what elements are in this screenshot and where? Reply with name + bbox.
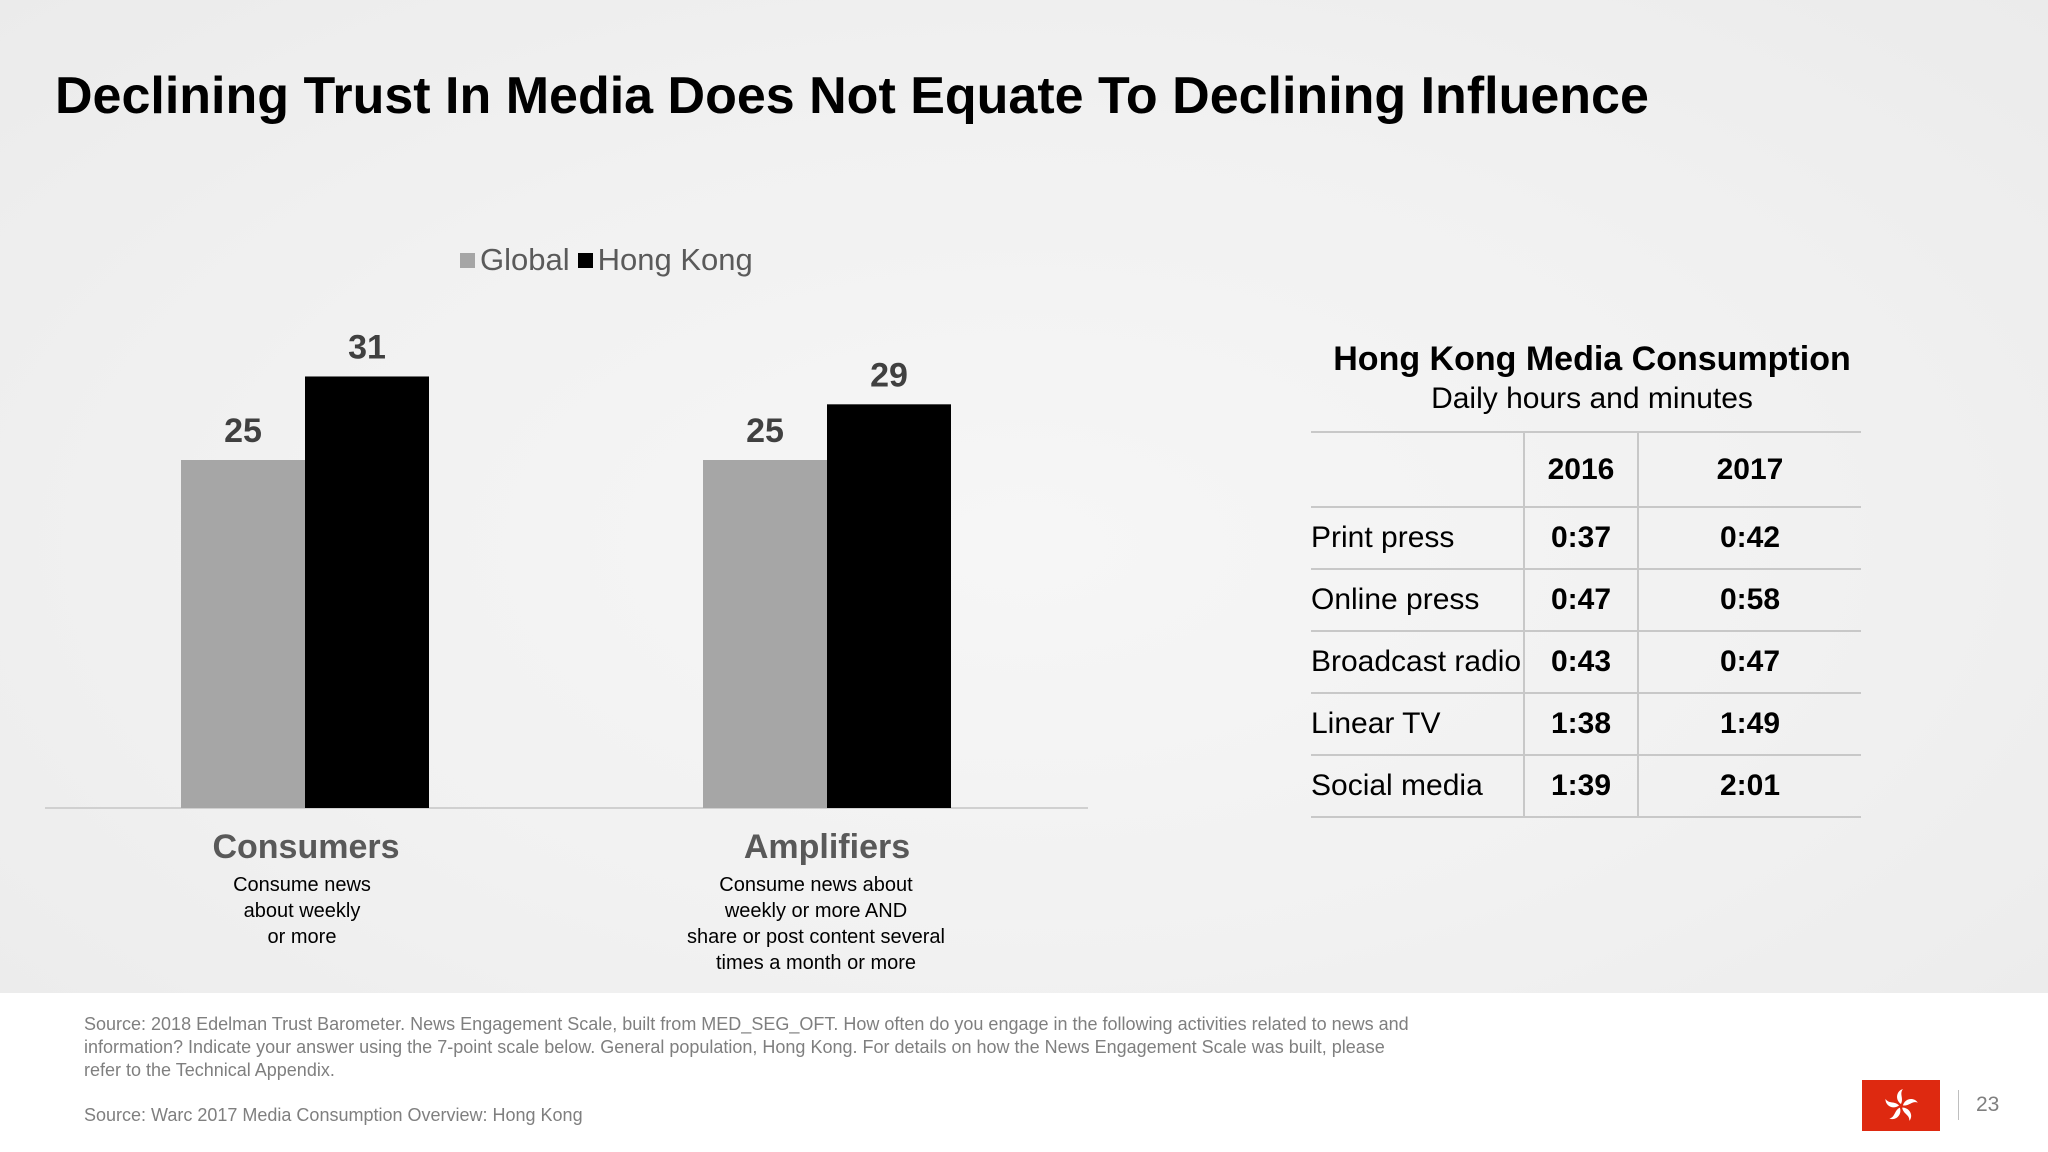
table-row: Social media 1:39 2:01	[1311, 754, 1861, 818]
table-header-row: 2016 2017	[1311, 431, 1861, 508]
category-label-consumers: Consumers	[212, 828, 400, 866]
cell-2016: 1:39	[1523, 754, 1639, 818]
cell-2016: 0:47	[1523, 568, 1639, 632]
bar-hong-kong-consumers	[305, 376, 429, 808]
table-row: Broadcast radio 0:43 0:47	[1311, 630, 1861, 694]
bar-chart: 25 31 25 29	[45, 328, 1088, 809]
cell-2017: 0:47	[1638, 630, 1861, 694]
page-number: 23	[1976, 1093, 2000, 1116]
table-corner-cell	[1311, 431, 1524, 508]
cell-2017: 0:42	[1638, 506, 1861, 570]
category-description-line: weekly or more AND	[724, 900, 908, 922]
column-header-2016: 2016	[1523, 431, 1639, 508]
cell-2016: 1:38	[1523, 692, 1639, 756]
chart-legend: Global Hong Kong	[460, 240, 761, 280]
category-label-amplifiers: Amplifiers	[743, 828, 911, 866]
cell-2017: 2:01	[1638, 754, 1861, 818]
page-number-divider	[1958, 1090, 1959, 1120]
hong-kong-flag-icon	[1862, 1080, 1940, 1131]
legend-swatch-global	[460, 252, 475, 268]
category-description-line: or more	[267, 926, 337, 948]
data-label-global-consumers: 25	[224, 412, 262, 450]
table-row: Linear TV 1:38 1:49	[1311, 692, 1861, 756]
category-description-line: times a month or more	[715, 952, 917, 974]
category-description-line: share or post content several	[687, 926, 945, 948]
row-label: Print press	[1311, 506, 1524, 570]
media-consumption-table: 2016 2017 Print press 0:37 0:42 Online p…	[1311, 431, 1861, 818]
source-note-warc: Source: Warc 2017 Media Consumption Over…	[84, 1105, 583, 1125]
column-header-2017: 2017	[1638, 431, 1861, 508]
legend-item-hong-kong: Hong Kong	[577, 242, 753, 278]
slide-title: Declining Trust In Media Does Not Equate…	[55, 67, 1649, 125]
category-description-line: Consume news about	[719, 874, 913, 896]
row-label: Online press	[1311, 568, 1524, 632]
cell-2016: 0:43	[1523, 630, 1639, 694]
bar-global-amplifiers	[703, 460, 827, 808]
legend-swatch-hong-kong	[577, 252, 593, 268]
legend-label-hong-kong: Hong Kong	[597, 242, 753, 277]
row-label: Social media	[1311, 754, 1524, 818]
bauhinia-icon	[1885, 1088, 1918, 1121]
bar-global-consumers	[181, 460, 305, 808]
table-title: Hong Kong Media Consumption	[1333, 340, 1851, 378]
category-description-line: Consume news	[233, 874, 371, 896]
data-label-global-amplifiers: 25	[746, 412, 784, 450]
category-description-line: about weekly	[243, 900, 361, 922]
source-note-edelman: Source: 2018 Edelman Trust Barometer. Ne…	[84, 1014, 1409, 1080]
slide-footer	[0, 993, 2048, 1152]
data-label-hong-kong-consumers: 31	[348, 328, 386, 366]
cell-2017: 0:58	[1638, 568, 1861, 632]
legend-item-global: Global	[460, 242, 570, 278]
row-label: Broadcast radio	[1311, 630, 1524, 694]
cell-2017: 1:49	[1638, 692, 1861, 756]
row-label: Linear TV	[1311, 692, 1524, 756]
cell-2016: 0:37	[1523, 506, 1639, 570]
bar-hong-kong-amplifiers	[827, 404, 951, 808]
data-label-hong-kong-amplifiers: 29	[870, 356, 908, 394]
table-row: Online press 0:47 0:58	[1311, 568, 1861, 632]
category-description-consumers: Consume news about weekly or more	[152, 872, 452, 950]
legend-label-global: Global	[480, 242, 570, 277]
table-subtitle: Daily hours and minutes	[1431, 382, 1753, 415]
table-row: Print press 0:37 0:42	[1311, 506, 1861, 570]
category-description-amplifiers: Consume news about weekly or more AND sh…	[666, 872, 966, 976]
